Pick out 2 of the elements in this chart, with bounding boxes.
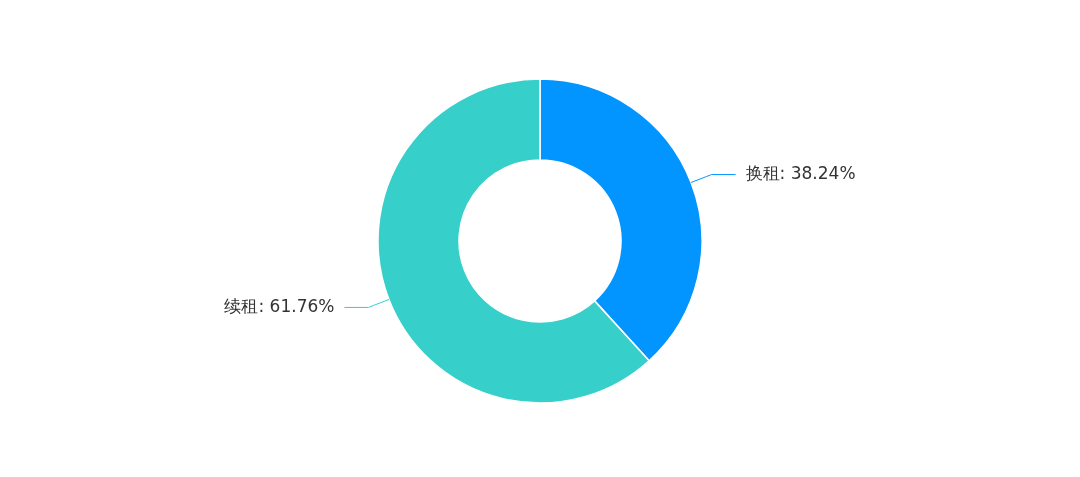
slice-label: 续租: 61.76% [224, 295, 335, 316]
slice-label: 换租: 38.24% [745, 162, 856, 183]
